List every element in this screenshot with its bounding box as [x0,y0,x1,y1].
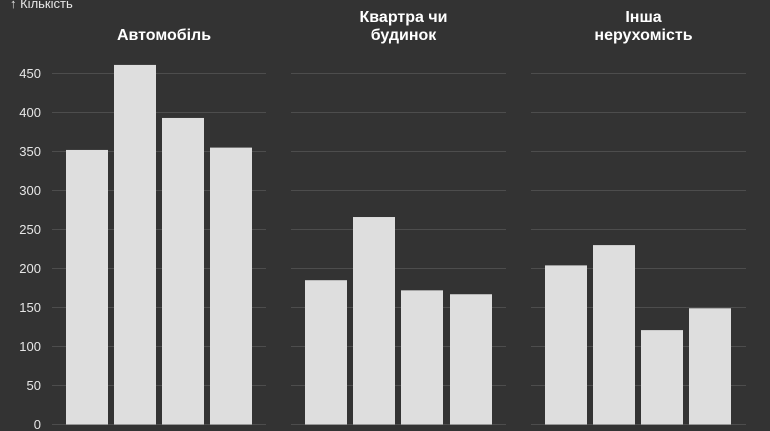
y-axis-ticks: 0 50 100 150 200 250 300 350 400 450 [19,66,41,431]
panel-title-line: будинок [371,27,438,44]
bar [305,280,347,425]
bar [545,265,587,425]
y-tick-label: 350 [19,144,41,159]
bar [66,149,108,425]
bar [689,308,731,425]
y-axis-label: ↑ Кількість [10,0,73,11]
bar [401,290,443,425]
chart-panel: Інша нерухомість [531,9,746,425]
y-tick-label: 50 [27,378,41,393]
y-tick-label: 250 [19,222,41,237]
bar [641,330,683,425]
bar [450,294,492,425]
y-tick-label: 100 [19,339,41,354]
panel-title-line: нерухомість [594,27,692,44]
bar [593,245,635,425]
bar [353,217,395,425]
panel-title: Інша нерухомість [594,9,692,44]
y-tick-label: 450 [19,66,41,81]
y-tick-label: 400 [19,105,41,120]
y-tick-label: 0 [34,417,41,431]
panel-title-line: Інша [625,9,661,26]
y-tick-label: 150 [19,300,41,315]
panel-title: Квартра чи будинок [360,9,448,44]
panel-title: Автомобіль [117,27,211,44]
panel-title-line: Квартра чи [360,9,448,26]
chart-panel: Квартра чи будинок [291,9,506,425]
y-tick-label: 300 [19,183,41,198]
y-tick-label: 200 [19,261,41,276]
chart-panels: Автомобіль Квартра чи будинок Інша нерухоміс… [52,9,746,425]
bar [162,117,204,425]
panel-title-line: Автомобіль [117,27,211,44]
bar [114,64,156,425]
chart-panel: Автомобіль [52,27,266,425]
bar [210,147,252,425]
